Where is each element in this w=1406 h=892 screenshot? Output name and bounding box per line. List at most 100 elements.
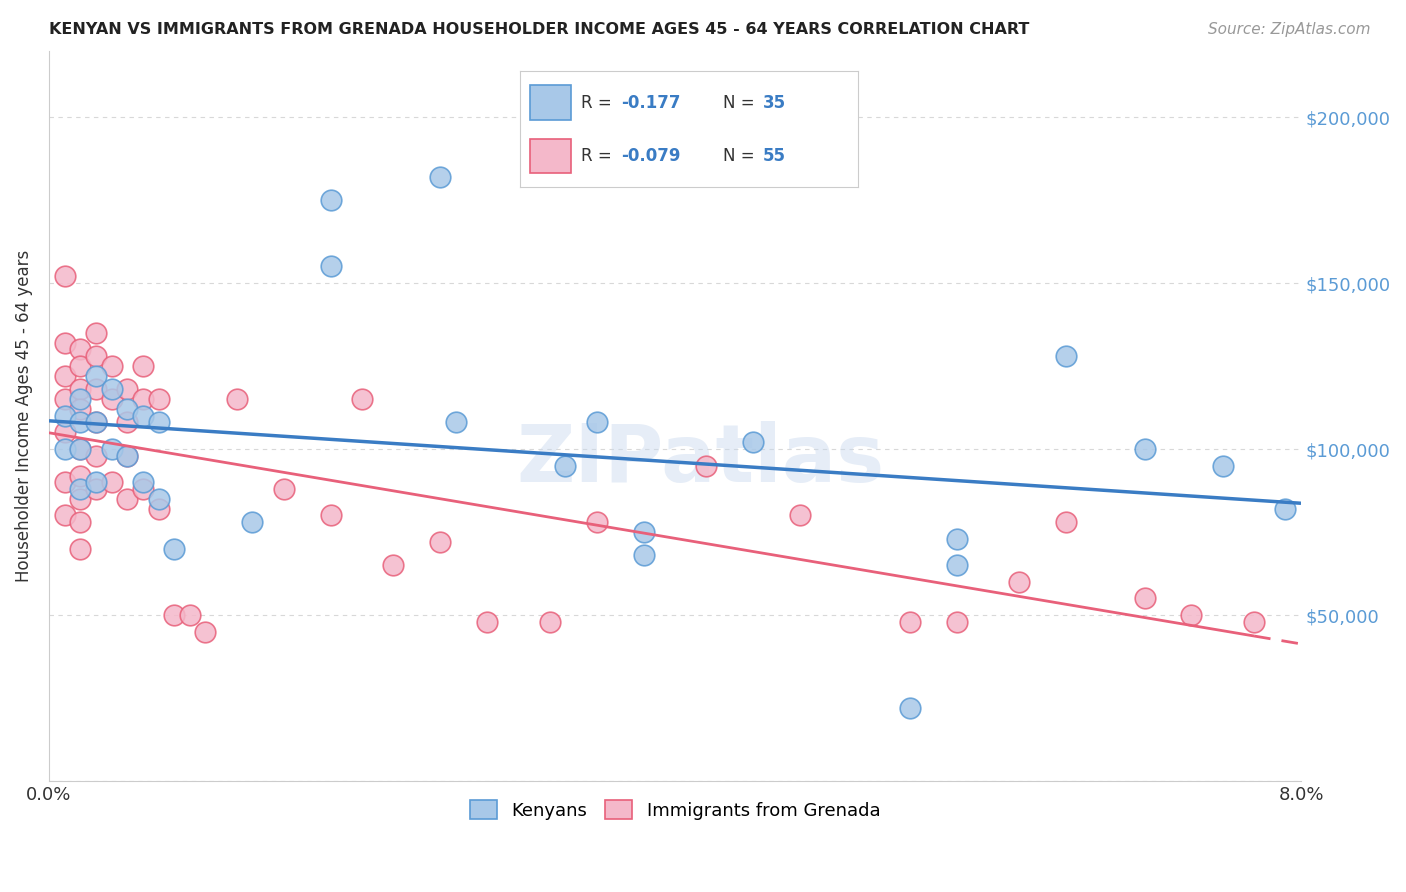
Legend: Kenyans, Immigrants from Grenada: Kenyans, Immigrants from Grenada xyxy=(463,793,887,827)
Point xyxy=(554,458,576,473)
Point xyxy=(69,468,91,483)
Point xyxy=(163,607,186,622)
Point xyxy=(1180,607,1202,622)
Point xyxy=(382,558,405,573)
Point xyxy=(538,615,561,629)
Point xyxy=(69,515,91,529)
Point xyxy=(53,508,76,523)
Point xyxy=(1054,515,1077,529)
Point xyxy=(115,416,138,430)
Point xyxy=(53,425,76,440)
Text: KENYAN VS IMMIGRANTS FROM GRENADA HOUSEHOLDER INCOME AGES 45 - 64 YEARS CORRELAT: KENYAN VS IMMIGRANTS FROM GRENADA HOUSEH… xyxy=(49,22,1029,37)
Point xyxy=(100,392,122,407)
Point xyxy=(633,524,655,539)
Point xyxy=(84,475,107,490)
Point xyxy=(194,624,217,639)
Point xyxy=(429,169,451,184)
Point xyxy=(69,541,91,556)
Point xyxy=(945,615,967,629)
Point xyxy=(53,369,76,384)
Point xyxy=(69,392,91,407)
Point xyxy=(53,335,76,350)
Point xyxy=(53,392,76,407)
Point xyxy=(477,615,499,629)
Point xyxy=(132,359,155,373)
Point xyxy=(69,491,91,506)
Point xyxy=(1133,442,1156,456)
Point xyxy=(633,548,655,562)
Point xyxy=(585,515,607,529)
Point xyxy=(69,482,91,496)
Point xyxy=(53,442,76,456)
Bar xyxy=(530,86,571,120)
Text: R =: R = xyxy=(581,147,612,165)
Point xyxy=(115,449,138,463)
Point xyxy=(115,382,138,396)
Point xyxy=(163,541,186,556)
Point xyxy=(69,359,91,373)
Point xyxy=(84,416,107,430)
Point xyxy=(132,392,155,407)
Point xyxy=(242,515,264,529)
Point xyxy=(148,392,170,407)
Point xyxy=(69,416,91,430)
Point xyxy=(84,449,107,463)
Point xyxy=(273,482,295,496)
Point xyxy=(1133,591,1156,606)
Point xyxy=(319,260,342,274)
Point xyxy=(1008,574,1031,589)
Point xyxy=(225,392,247,407)
Point xyxy=(945,558,967,573)
Point xyxy=(319,508,342,523)
Point xyxy=(132,475,155,490)
Text: -0.079: -0.079 xyxy=(621,147,681,165)
Point xyxy=(69,442,91,456)
Point xyxy=(84,482,107,496)
Text: Source: ZipAtlas.com: Source: ZipAtlas.com xyxy=(1208,22,1371,37)
Point xyxy=(69,343,91,357)
Point xyxy=(115,491,138,506)
Text: R =: R = xyxy=(581,94,612,112)
Point xyxy=(898,615,921,629)
Point xyxy=(148,416,170,430)
Point xyxy=(148,491,170,506)
Point xyxy=(84,326,107,340)
Point xyxy=(350,392,373,407)
Point xyxy=(444,416,467,430)
Point xyxy=(115,402,138,417)
Point xyxy=(695,458,717,473)
Point xyxy=(945,532,967,546)
Point xyxy=(132,409,155,423)
Point xyxy=(84,369,107,384)
Text: N =: N = xyxy=(723,147,754,165)
Text: ZIPatlas: ZIPatlas xyxy=(516,421,884,499)
Point xyxy=(53,475,76,490)
Point xyxy=(1212,458,1234,473)
Point xyxy=(789,508,811,523)
Point xyxy=(100,475,122,490)
Point xyxy=(69,442,91,456)
Point xyxy=(148,501,170,516)
Text: 35: 35 xyxy=(763,94,786,112)
Point xyxy=(1274,501,1296,516)
Bar xyxy=(530,138,571,173)
Point xyxy=(84,382,107,396)
Point xyxy=(100,359,122,373)
Text: N =: N = xyxy=(723,94,754,112)
Point xyxy=(100,382,122,396)
Y-axis label: Householder Income Ages 45 - 64 years: Householder Income Ages 45 - 64 years xyxy=(15,250,32,582)
Point xyxy=(84,349,107,363)
Point xyxy=(898,701,921,715)
Text: 55: 55 xyxy=(763,147,786,165)
Point xyxy=(69,382,91,396)
Point xyxy=(69,402,91,417)
Point xyxy=(179,607,201,622)
Point xyxy=(319,193,342,207)
Point xyxy=(585,416,607,430)
Point xyxy=(53,269,76,284)
Point xyxy=(1054,349,1077,363)
Point xyxy=(53,409,76,423)
Point xyxy=(115,449,138,463)
Point xyxy=(100,442,122,456)
Point xyxy=(1243,615,1265,629)
